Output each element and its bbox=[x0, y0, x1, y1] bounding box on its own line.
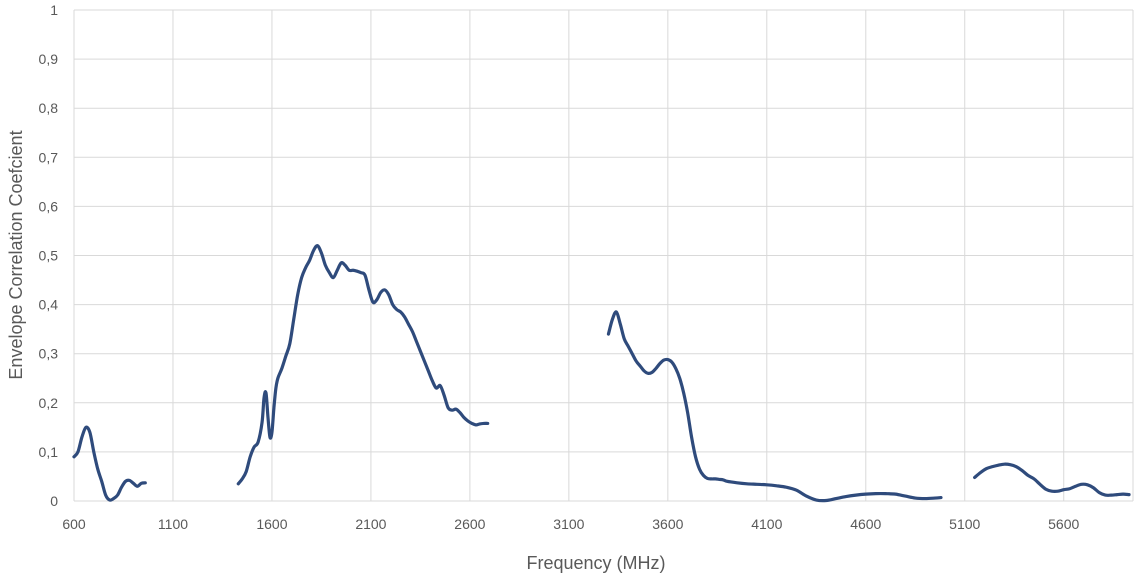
x-tick-label: 4100 bbox=[751, 516, 782, 532]
x-tick-label: 5600 bbox=[1048, 516, 1079, 532]
x-tick-label: 1100 bbox=[158, 516, 188, 532]
y-tick-label: 0,3 bbox=[39, 346, 59, 362]
x-tick-label: 600 bbox=[62, 516, 86, 532]
grid-lines bbox=[73, 9, 1134, 502]
x-tick-label: 2100 bbox=[355, 516, 386, 532]
y-axis-ticks: 0 0,1 0,2 0,3 0,4 0,5 0,6 0,7 0,8 0,9 1 bbox=[39, 2, 59, 509]
x-axis-title: Frequency (MHz) bbox=[526, 553, 665, 573]
y-tick-label: 0,5 bbox=[39, 248, 59, 264]
y-axis-title: Envelope Correlation Coefcient bbox=[6, 130, 26, 379]
ecc-line-segment-3 bbox=[606, 310, 943, 503]
series-layer bbox=[72, 244, 1131, 503]
x-tick-label: 2600 bbox=[454, 516, 485, 532]
y-tick-label: 0 bbox=[50, 493, 58, 509]
y-tick-label: 1 bbox=[50, 2, 58, 18]
ecc-line-segment-1 bbox=[72, 425, 147, 502]
y-tick-label: 0,7 bbox=[39, 149, 59, 165]
y-tick-label: 0,8 bbox=[39, 100, 59, 116]
y-tick-label: 0,1 bbox=[39, 444, 59, 460]
y-tick-label: 0,4 bbox=[39, 297, 59, 313]
x-tick-label: 1600 bbox=[256, 516, 287, 532]
ecc-line-segment-4 bbox=[973, 462, 1131, 497]
x-axis-ticks: 600 1100 1600 2100 2600 3100 3600 4100 4600 5100 5… bbox=[62, 516, 1079, 532]
x-tick-label: 3100 bbox=[553, 516, 584, 532]
y-tick-label: 0,9 bbox=[39, 51, 59, 67]
x-tick-label: 5100 bbox=[949, 516, 980, 532]
x-tick-label: 3600 bbox=[652, 516, 683, 532]
y-tick-label: 0,2 bbox=[39, 395, 59, 411]
ecc-line-segment-2 bbox=[236, 244, 490, 486]
y-tick-label: 0,6 bbox=[39, 198, 59, 214]
x-tick-label: 4600 bbox=[850, 516, 881, 532]
